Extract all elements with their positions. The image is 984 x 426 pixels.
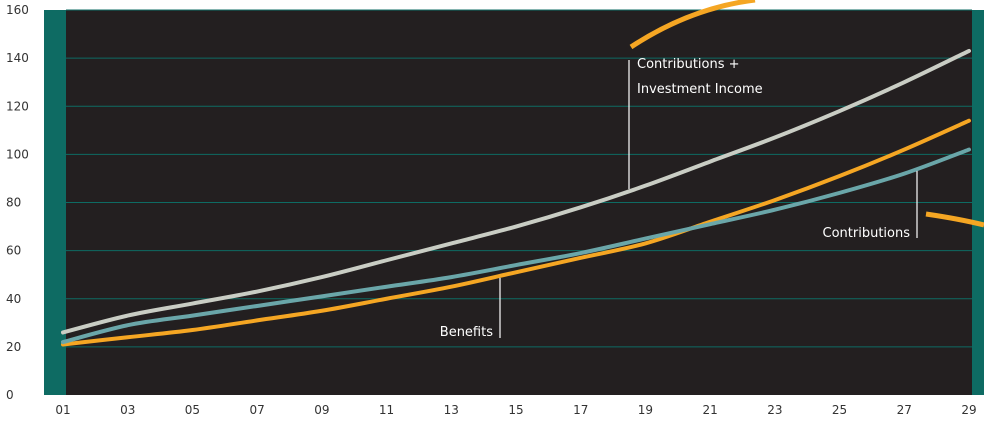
- x-tick-label: 07: [250, 403, 265, 417]
- left-edge-bar: [44, 10, 66, 395]
- x-tick-label: 09: [314, 403, 329, 417]
- x-tick-label: 01: [55, 403, 70, 417]
- x-tick-label: 05: [185, 403, 200, 417]
- gridlines: [66, 9, 972, 348]
- y-tick-label: 120: [6, 99, 29, 113]
- y-axis: 0 20 40 60 80 100 120 140 160: [6, 3, 29, 402]
- decorative-arcs: [629, 0, 984, 228]
- series-benefits: [61, 118, 971, 347]
- y-tick-label: 100: [6, 147, 29, 161]
- right-edge-bar: [972, 10, 984, 395]
- y-tick-label: 0: [6, 388, 14, 402]
- annotations: Contributions + Investment Income Contribu…: [440, 57, 918, 340]
- orange-arc-top: [629, 0, 756, 50]
- y-tick-label: 80: [6, 196, 21, 210]
- annotation-label: Contributions: [823, 226, 911, 241]
- x-tick-label: 19: [638, 403, 653, 417]
- series-contributions-investment-income: [61, 48, 971, 335]
- x-tick-label: 03: [120, 403, 135, 417]
- x-tick-label: 17: [573, 403, 588, 417]
- x-tick-label: 23: [767, 403, 782, 417]
- x-tick-label: 27: [897, 403, 912, 417]
- annotation-label: Contributions +: [637, 57, 740, 72]
- y-tick-label: 40: [6, 292, 21, 306]
- x-tick-label: 11: [379, 403, 394, 417]
- series-lines: [61, 48, 971, 347]
- annotation-label: Benefits: [440, 325, 493, 340]
- y-tick-label: 160: [6, 3, 29, 17]
- x-tick-label: 15: [508, 403, 523, 417]
- y-tick-label: 20: [6, 340, 21, 354]
- x-tick-label: 13: [444, 403, 459, 417]
- orange-arc-right: [925, 211, 984, 228]
- x-tick-label: 29: [961, 403, 976, 417]
- y-tick-label: 140: [6, 51, 29, 65]
- x-tick-label: 25: [832, 403, 847, 417]
- x-tick-label: 21: [703, 403, 718, 417]
- series-contributions: [61, 147, 971, 345]
- annotation-label: Investment Income: [637, 82, 763, 97]
- x-axis: 01 03 05 07 09 11 13 15 17 19 21 23 25 27 29: [55, 403, 976, 417]
- y-tick-label: 60: [6, 244, 21, 258]
